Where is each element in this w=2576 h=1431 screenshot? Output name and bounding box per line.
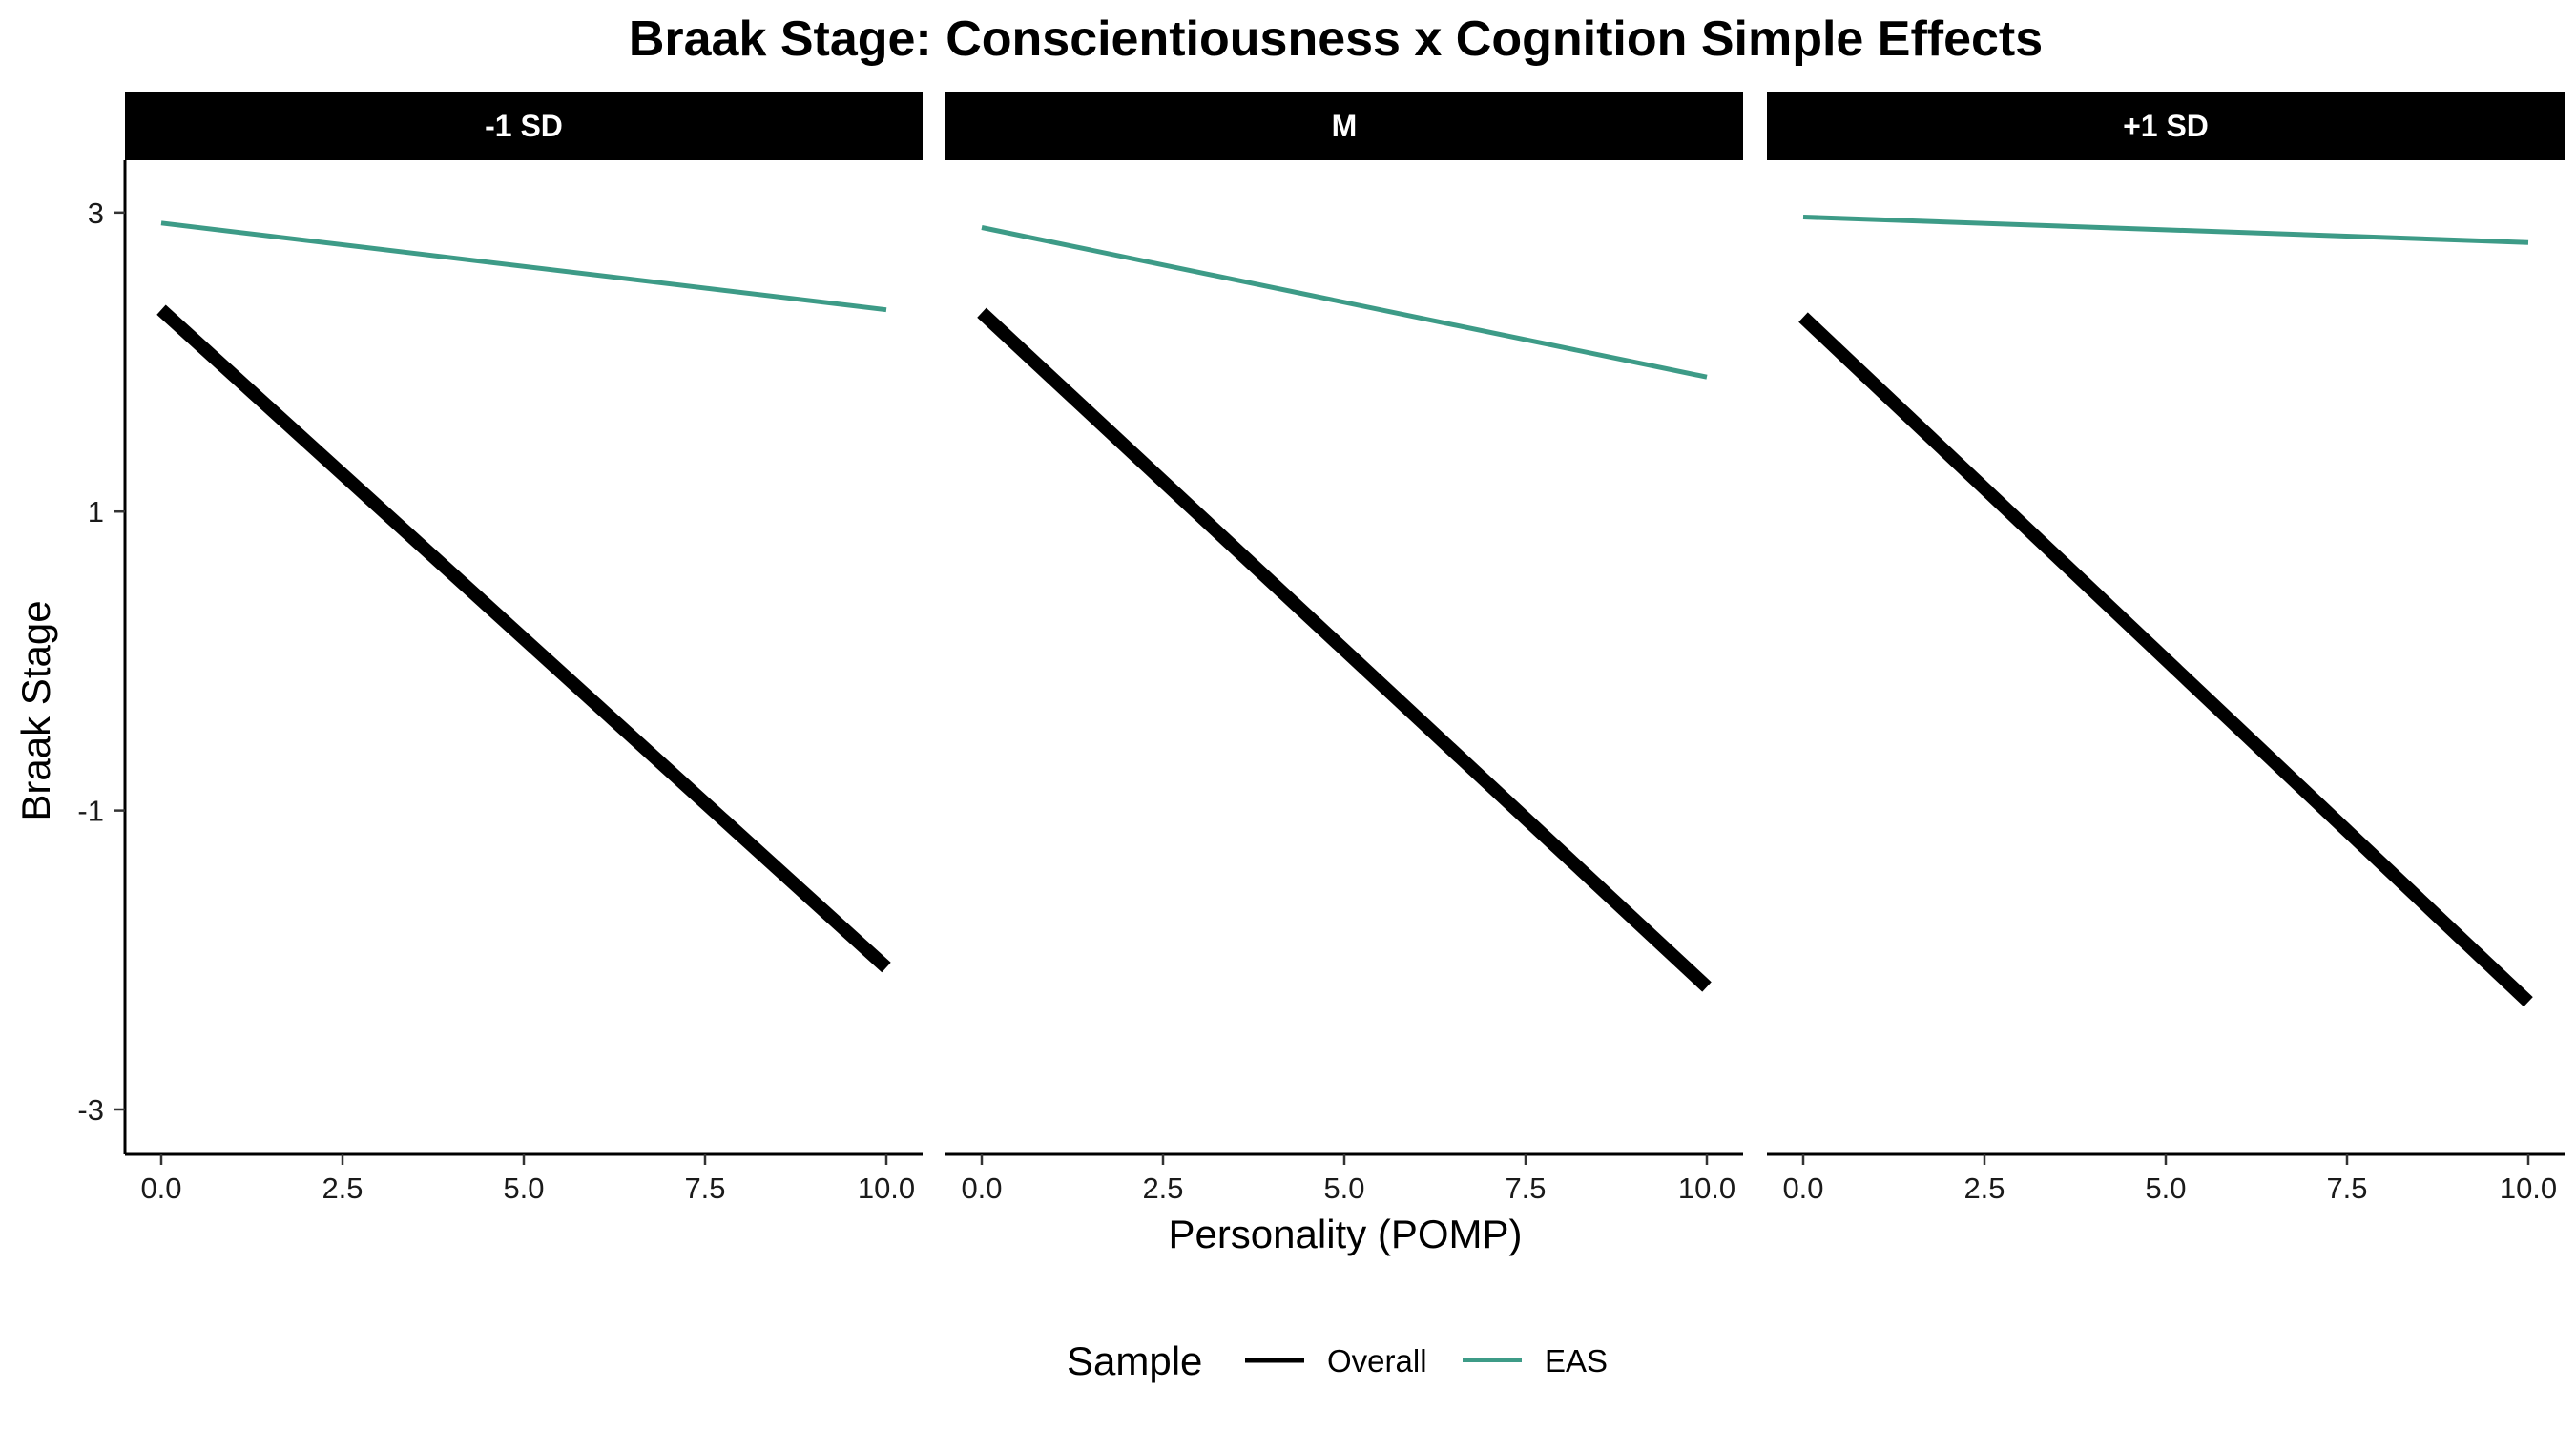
panel: -1 SD 0.0 2.5 5.0 7.5 10.0 3 1 -1 -3 bbox=[77, 92, 923, 1205]
x-tick-label: 2.5 bbox=[322, 1172, 363, 1205]
facet-strip bbox=[945, 92, 1743, 160]
x-tick-label: 5.0 bbox=[1323, 1172, 1364, 1205]
x-tick-label: 5.0 bbox=[503, 1172, 544, 1205]
facet-strip bbox=[1767, 92, 2565, 160]
series-line-eas bbox=[981, 225, 1708, 380]
y-tick-label: -3 bbox=[77, 1093, 104, 1127]
legend-label: Overall bbox=[1327, 1343, 1427, 1379]
panel: +1 SD 0.0 2.5 5.0 7.5 10.0 bbox=[1767, 92, 2565, 1205]
x-tick-label: 0.0 bbox=[961, 1172, 1002, 1205]
x-tick-label: 5.0 bbox=[2145, 1172, 2186, 1205]
series-line-overall bbox=[1798, 312, 2533, 1007]
x-tick-label: 7.5 bbox=[1505, 1172, 1546, 1205]
x-tick-label: 10.0 bbox=[2500, 1172, 2557, 1205]
legend-entries: Overall EAS bbox=[1245, 1343, 1608, 1379]
x-tick-label: 7.5 bbox=[684, 1172, 725, 1205]
series-line-eas bbox=[1802, 215, 2529, 245]
legend-entry: Overall bbox=[1245, 1343, 1427, 1379]
facet-strip bbox=[125, 92, 923, 160]
chart-title: Braak Stage: Conscientiousness x Cogniti… bbox=[629, 11, 2043, 67]
x-tick-label: 2.5 bbox=[1963, 1172, 2005, 1205]
y-tick-label: 3 bbox=[88, 197, 104, 230]
x-tick-label: 0.0 bbox=[1782, 1172, 1823, 1205]
x-tick-label: 0.0 bbox=[140, 1172, 181, 1205]
x-axis-title: Personality (POMP) bbox=[1168, 1212, 1522, 1256]
series-line-overall bbox=[156, 304, 891, 973]
series-line-overall bbox=[977, 307, 1712, 992]
x-tick-label: 10.0 bbox=[858, 1172, 915, 1205]
y-tick-label: -1 bbox=[77, 795, 104, 828]
x-tick-label: 10.0 bbox=[1678, 1172, 1735, 1205]
series-line-eas bbox=[160, 220, 887, 313]
facet-strip-label: +1 SD bbox=[2123, 109, 2209, 143]
legend-title: Sample bbox=[1067, 1338, 1202, 1383]
facet-strip-label: M bbox=[1332, 109, 1358, 143]
legend: Sample Overall EAS bbox=[1067, 1338, 1608, 1383]
y-axis-title: Braak Stage bbox=[13, 600, 58, 820]
x-tick-label: 2.5 bbox=[1142, 1172, 1183, 1205]
legend-entry: EAS bbox=[1463, 1343, 1608, 1379]
facet-strip-label: -1 SD bbox=[485, 109, 563, 143]
legend-label: EAS bbox=[1545, 1343, 1608, 1379]
y-tick-label: 1 bbox=[88, 495, 104, 529]
panel: M 0.0 2.5 5.0 7.5 10.0 bbox=[945, 92, 1743, 1205]
panels: -1 SD 0.0 2.5 5.0 7.5 10.0 3 1 -1 -3 M 0.0 2.5 5.0 7.5… bbox=[77, 92, 2565, 1205]
x-tick-label: 7.5 bbox=[2326, 1172, 2367, 1205]
